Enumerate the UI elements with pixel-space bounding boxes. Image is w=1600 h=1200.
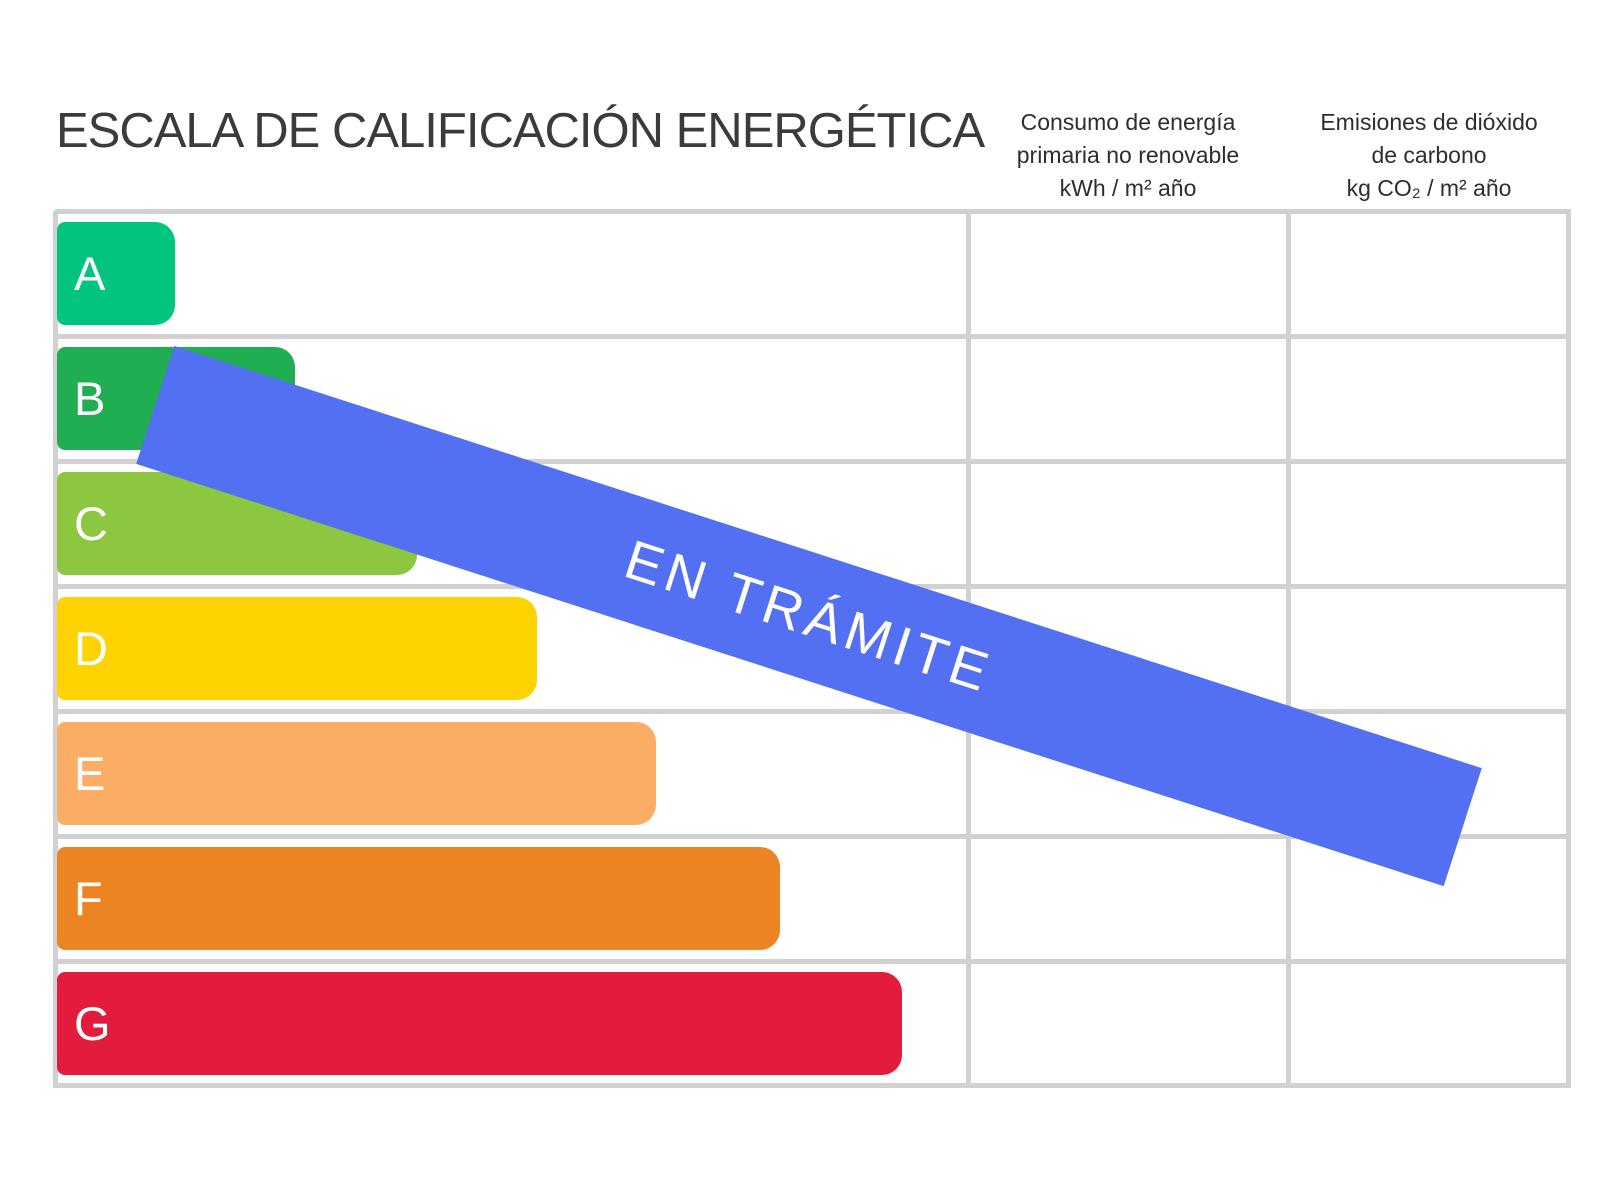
column-header-line: Emisiones de dióxido xyxy=(1320,109,1538,135)
grid-line xyxy=(55,709,1571,714)
rating-bar-a: A xyxy=(57,222,175,325)
grid-line xyxy=(53,211,58,1088)
column-header-consumption: Consumo de energía primaria no renovable… xyxy=(948,106,1308,205)
rating-bar-g: G xyxy=(57,972,902,1075)
column-header-line: primaria no renovable xyxy=(1016,142,1240,168)
rating-bar-d: D xyxy=(57,597,537,700)
grid-line xyxy=(55,334,1571,339)
column-header-line: kWh / m² año xyxy=(1059,175,1197,201)
column-header-line: kg CO₂ / m² año xyxy=(1346,175,1512,201)
grid-line xyxy=(1286,211,1291,1088)
rating-bar-e: E xyxy=(57,722,656,825)
grid-line xyxy=(55,959,1571,964)
grid-line xyxy=(55,209,1571,214)
grid-line xyxy=(55,834,1571,839)
grid-line xyxy=(55,459,1571,464)
rating-bar-f: F xyxy=(57,847,780,950)
grid-line xyxy=(55,1083,1571,1088)
column-header-emissions: Emisiones de dióxido de carbono kg CO₂ /… xyxy=(1249,106,1600,205)
grid-line xyxy=(1566,211,1571,1088)
column-header-line: de carbono xyxy=(1371,142,1487,168)
page-title: ESCALA DE CALIFICACIÓN ENERGÉTICA xyxy=(56,104,985,158)
column-header-line: Consumo de energía xyxy=(1020,109,1236,135)
